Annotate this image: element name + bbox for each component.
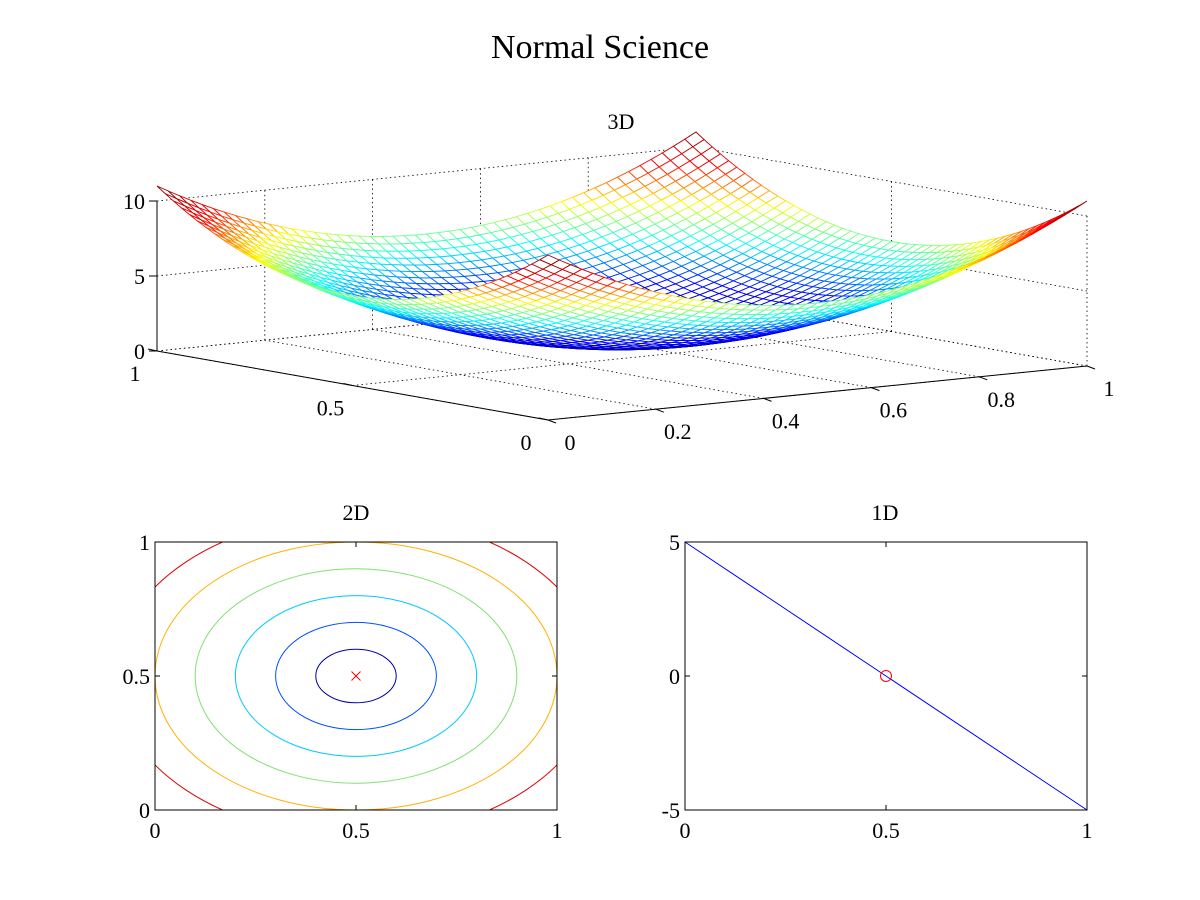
surface-plot-title: 3D [608, 109, 635, 134]
contour-ticks: 0 0.5 1 0 0.5 1 [123, 530, 563, 843]
x-tick-mark [763, 397, 772, 402]
surface-facet [156, 185, 177, 200]
z-tick-label: 0 [134, 339, 145, 364]
x-tick-label: 0.4 [772, 408, 800, 433]
x-marker-stroke [351, 671, 361, 681]
y-tick-mark [343, 383, 353, 386]
x-tick-label: 1 [1104, 376, 1115, 401]
line-plot-title: 1D [872, 500, 899, 525]
contour-line [315, 648, 397, 704]
y-tick-label: 0.5 [317, 396, 345, 421]
x-tick-label: 0.5 [872, 818, 900, 843]
z-tick-label: 10 [123, 189, 145, 214]
line-midpoint-marker [880, 670, 892, 682]
x-tick-mark [1086, 365, 1096, 370]
y-tick-label: 0 [521, 430, 532, 455]
y-tick-label: 1 [139, 530, 150, 555]
y-tick-label: -5 [662, 798, 680, 823]
x-tick-mark [547, 419, 557, 424]
line-ticks: 0 0.5 1-505 [662, 530, 1093, 843]
back-wall-grid-line [156, 146, 697, 202]
line-plot: 1D 0 0.5 1-505 [662, 500, 1093, 843]
x-tick-mark [979, 376, 988, 381]
x-tick-label: 0.8 [987, 387, 1015, 412]
x-tick-label: 1 [552, 818, 563, 843]
contour-line [275, 621, 437, 731]
surface-axes [147, 200, 1096, 424]
y-tick-label: 1 [130, 361, 141, 386]
x-tick-label: 0 [565, 430, 576, 455]
x-tick-label: 0.6 [880, 398, 908, 423]
line-series-path [684, 541, 1088, 811]
x-tick-label: 0 [680, 818, 691, 843]
contour-center-marker [351, 671, 361, 681]
x-tick-label: 0 [150, 818, 161, 843]
y-tick-label: 0 [669, 664, 680, 689]
line-series [684, 541, 1088, 811]
contour-line [194, 568, 518, 784]
x-tick-label: 1 [1082, 818, 1093, 843]
y-tick-label: 5 [669, 530, 680, 555]
x-tick-mark [655, 408, 664, 413]
surface-mesh [156, 131, 1088, 351]
floor-grid-line [352, 331, 892, 386]
contour-plot-title: 2D [343, 500, 370, 525]
y-tick-label: 0.5 [123, 664, 151, 689]
contour-lines [155, 542, 557, 810]
side-wall-grid-line [695, 146, 1088, 217]
circle-marker [880, 670, 892, 682]
x-tick-label: 0.2 [664, 419, 692, 444]
z-tick-label: 5 [134, 264, 145, 289]
y-tick-mark [538, 417, 549, 421]
x-tick-mark [871, 387, 880, 392]
x-tick-label: 0.5 [342, 818, 370, 843]
x-axis-line [547, 365, 1088, 421]
side-wall-grid-line [695, 296, 1088, 367]
surface-facet [538, 254, 561, 266]
contour-plot: 2D 0 0.5 1 0 0.5 1 [123, 500, 563, 843]
y-tick-label: 0 [139, 798, 150, 823]
contour-line [234, 595, 478, 757]
figure-title: Normal Science [491, 29, 709, 66]
